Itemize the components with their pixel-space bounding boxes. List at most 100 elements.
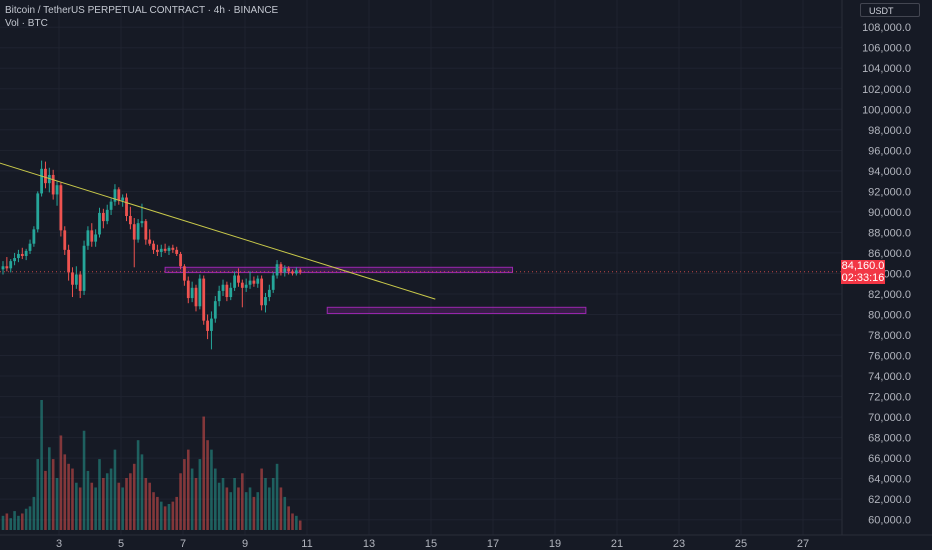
candle-body (240, 282, 244, 288)
volume-bar (51, 459, 55, 530)
x-tick-label: 25 (735, 538, 747, 550)
volume-bar (40, 400, 43, 530)
x-tick-label: 5 (118, 538, 124, 550)
candle-body (183, 266, 186, 281)
candle-body (132, 224, 136, 240)
volume-bar (210, 449, 213, 530)
volume-bar (136, 440, 140, 530)
support-zone (326, 306, 587, 314)
volume-bar (159, 501, 163, 530)
candle-body (279, 264, 283, 273)
volume-bar (295, 515, 298, 530)
candle-body (17, 253, 20, 259)
x-tick-label: 23 (673, 538, 685, 550)
y-tick-label: 86,000.0 (868, 248, 911, 260)
candle-body (190, 287, 194, 299)
volume-bar (102, 478, 105, 530)
y-tick-label: 92,000.0 (868, 186, 911, 198)
candle-body (233, 275, 236, 288)
volume-bar (86, 470, 90, 530)
volume-bar (78, 487, 82, 530)
candle-body (171, 247, 175, 250)
volume-bar (183, 459, 186, 530)
trendline (0, 162, 436, 300)
volume-bar (94, 487, 97, 530)
volume-bar (82, 430, 86, 530)
volume-bar (275, 463, 279, 530)
volume-bar (32, 496, 36, 530)
candle-body (44, 168, 47, 184)
candle-body (156, 249, 159, 252)
candle-body (117, 189, 121, 201)
candle-body (252, 280, 256, 284)
candle-body (175, 249, 179, 254)
volume-bar (48, 447, 51, 530)
volume-bar (5, 513, 9, 530)
y-tick-label: 72,000.0 (868, 392, 911, 404)
x-tick-label: 27 (797, 538, 809, 550)
candle-body (121, 197, 125, 201)
candle-body (9, 261, 13, 269)
y-tick-label: 94,000.0 (868, 166, 911, 178)
volume-bar (17, 515, 20, 530)
y-tick-label: 100,000.0 (862, 104, 911, 116)
y-tick-label: 96,000.0 (868, 145, 911, 157)
volume-bar (59, 435, 63, 530)
volume-bar (75, 482, 78, 530)
x-tick-label: 3 (56, 538, 62, 550)
volume-bar (271, 478, 275, 530)
candle-body (105, 209, 109, 222)
candle-body (71, 272, 74, 285)
candle-body (298, 270, 302, 272)
candle-body (264, 297, 267, 306)
volume-bar (152, 492, 155, 530)
volume-bar (225, 487, 229, 530)
candle-body (1, 266, 5, 270)
y-tick-label: 62,000.0 (868, 494, 911, 506)
volume-bar (121, 487, 124, 530)
y-tick-label: 106,000.0 (862, 43, 911, 55)
volume-bar (129, 473, 132, 530)
y-tick-label: 70,000.0 (868, 412, 911, 424)
volume-bar (256, 492, 260, 530)
volume-bar (117, 482, 121, 530)
volume-bar (71, 468, 74, 530)
candle-body (210, 318, 213, 331)
volume-bar (109, 468, 113, 530)
candle-body (140, 221, 144, 224)
x-tick-label: 7 (180, 538, 186, 550)
chart-legend: Bitcoin / TetherUS PERPETUAL CONTRACT · … (5, 4, 278, 30)
volume-bar (244, 492, 248, 530)
currency-button[interactable]: USDT (860, 3, 920, 17)
volume-bar (90, 482, 94, 530)
volume-bar (21, 513, 24, 530)
volume-bar (125, 478, 128, 530)
x-tick-label: 13 (363, 538, 375, 550)
candle-body (159, 248, 163, 252)
volume-bar (55, 478, 59, 530)
volume-bar (229, 492, 233, 530)
candle-body (225, 284, 229, 298)
volume-bar (167, 504, 171, 530)
volume-bar (194, 478, 198, 530)
y-tick-label: 88,000.0 (868, 227, 911, 239)
candle-body (237, 275, 240, 283)
candle-body (136, 223, 140, 240)
y-tick-label: 76,000.0 (868, 351, 911, 363)
volume-bar (24, 508, 28, 530)
volume-bar (9, 518, 13, 530)
y-tick-label: 90,000.0 (868, 207, 911, 219)
volume-bar (156, 496, 159, 530)
volume-bar (202, 416, 206, 530)
candle-body (198, 278, 202, 307)
y-tick-label: 66,000.0 (868, 453, 911, 465)
candle-body (202, 278, 206, 321)
last-price-tag: 84,160.0 (841, 260, 885, 272)
y-tick-label: 104,000.0 (862, 63, 911, 75)
candle-body (90, 230, 94, 242)
volume-bar (283, 496, 287, 530)
volume-bar (13, 511, 16, 530)
volume-bar (233, 478, 236, 530)
